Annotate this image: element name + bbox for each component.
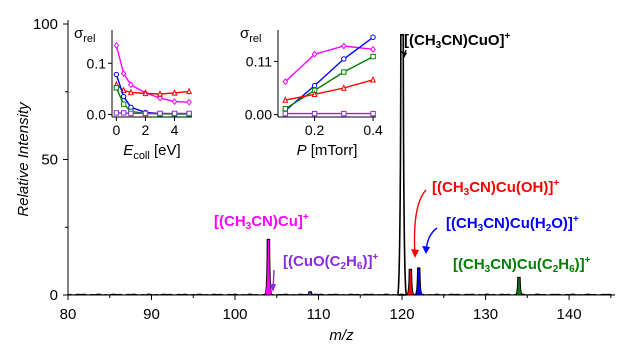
inset-point bbox=[370, 53, 376, 60]
inset-point bbox=[142, 110, 149, 117]
inset-point bbox=[171, 89, 178, 96]
inset-x-tick-label: 2 bbox=[142, 122, 150, 138]
inset-series-line bbox=[116, 112, 190, 115]
inset-point bbox=[186, 98, 192, 106]
inset-point bbox=[282, 106, 289, 112]
inset-point bbox=[341, 69, 347, 75]
inset-point bbox=[128, 81, 134, 89]
inset-x-tick-label: 4 bbox=[171, 122, 179, 138]
y-tick-label: 100 bbox=[33, 16, 58, 33]
inset-point bbox=[341, 56, 347, 62]
inset-x-tick-label: 0.4 bbox=[363, 122, 383, 138]
arrow-head bbox=[411, 249, 419, 258]
x-tick-label: 80 bbox=[60, 306, 77, 323]
peak-arrow-3 bbox=[413, 189, 427, 257]
peak-4 bbox=[414, 267, 424, 296]
inset-point bbox=[340, 84, 347, 91]
inset-x-tick-label: 0 bbox=[112, 122, 120, 138]
inset-point bbox=[341, 110, 347, 117]
arrow-head bbox=[422, 246, 430, 254]
inset-y-tick-label: 0.1 bbox=[87, 55, 107, 71]
inset-point bbox=[370, 45, 376, 53]
arrow-head bbox=[401, 51, 407, 58]
inset-pressure-chart: 0.2 0.4 0.00 0.11 σrel P [mTorr] bbox=[240, 25, 383, 159]
main-spectrum-chart: 80 90 100 110 120 130 140 0 50 100 m/z Relative Int… bbox=[15, 16, 616, 344]
inset-point bbox=[120, 101, 127, 107]
inset-y-tick-label: 0.0 bbox=[87, 106, 107, 122]
y-tick-label: 0 bbox=[50, 287, 58, 304]
inset-x-label: Ecoll [eV] bbox=[123, 142, 180, 162]
inset-point bbox=[157, 90, 163, 97]
inset-point bbox=[120, 70, 127, 77]
inset-point bbox=[311, 90, 318, 97]
inset-point bbox=[282, 110, 289, 117]
inset-x-tick-label: 0.2 bbox=[305, 122, 325, 138]
x-tick-label: 130 bbox=[473, 306, 498, 323]
inset-y-label: σrel bbox=[240, 25, 262, 45]
inset-point bbox=[120, 93, 127, 100]
inset-point bbox=[311, 82, 318, 89]
inset-point bbox=[113, 41, 120, 49]
inset-series-line bbox=[284, 36, 374, 112]
peak-2 bbox=[306, 291, 315, 296]
x-tick-label: 120 bbox=[390, 306, 415, 323]
y-axis-label: Relative Intensity bbox=[15, 101, 32, 217]
x-tick-label: 110 bbox=[307, 306, 331, 323]
y-tick-label: 50 bbox=[41, 152, 58, 169]
inset-point bbox=[370, 110, 376, 117]
peak-label-4: [(CH3​CN)Cu(H2​O)]+​ bbox=[446, 214, 579, 234]
peak-0 bbox=[396, 34, 408, 296]
inset-point bbox=[113, 85, 120, 91]
inset-point bbox=[157, 110, 163, 117]
inset-point bbox=[370, 75, 377, 83]
inset-series-line bbox=[284, 55, 374, 110]
inset-series-line bbox=[115, 84, 190, 95]
peak-label-2: [(CuO(C2​H6​)]+​ bbox=[283, 252, 378, 272]
x-tick-label: 90 bbox=[143, 306, 160, 323]
inset-point bbox=[157, 94, 163, 102]
peak-label-5: [(CH3​CN)Cu(C2​H6​)]+​ bbox=[453, 255, 591, 275]
inset-point bbox=[127, 88, 134, 96]
inset-y-tick-label: 0.00 bbox=[245, 107, 272, 123]
inset-collision-energy-chart: 0 2 4 0.0 0.1 σrel Ecoll [eV] bbox=[74, 25, 193, 162]
spectrum-baseline bbox=[67, 293, 616, 296]
inset-point bbox=[142, 89, 149, 97]
inset-point bbox=[128, 110, 134, 117]
inset-point bbox=[282, 96, 289, 103]
peak-label-3: [(CH3​CN)Cu(OH)]+​ bbox=[432, 178, 559, 198]
peak-3 bbox=[406, 268, 415, 296]
inset-point bbox=[370, 34, 376, 40]
peak-5 bbox=[514, 276, 524, 296]
peak-1 bbox=[263, 238, 273, 296]
x-tick-label: 140 bbox=[557, 306, 582, 323]
peak-label-1: [(CH3​CN)Cu]+​ bbox=[214, 212, 309, 232]
inset-point bbox=[340, 42, 347, 50]
inset-point bbox=[186, 110, 192, 117]
inset-y-tick-label: 0.11 bbox=[246, 53, 272, 69]
x-axis-label: m/z bbox=[329, 327, 354, 344]
inset-point bbox=[282, 78, 289, 86]
inset-series-line bbox=[285, 79, 374, 101]
x-tick-label: 100 bbox=[223, 306, 248, 323]
peak-label-0: [(CH3​CN)CuO]+​ bbox=[404, 31, 511, 51]
inset-point bbox=[311, 50, 318, 58]
inset-point bbox=[171, 110, 178, 117]
inset-point bbox=[186, 87, 193, 95]
inset-point bbox=[113, 110, 120, 116]
inset-point bbox=[171, 98, 178, 106]
inset-point bbox=[311, 110, 318, 117]
inset-y-label: σrel bbox=[74, 25, 96, 45]
inset-x-label: P [mTorr] bbox=[297, 142, 358, 159]
arrow-head bbox=[270, 284, 276, 292]
inset-point bbox=[113, 71, 120, 78]
inset-point bbox=[120, 110, 127, 116]
